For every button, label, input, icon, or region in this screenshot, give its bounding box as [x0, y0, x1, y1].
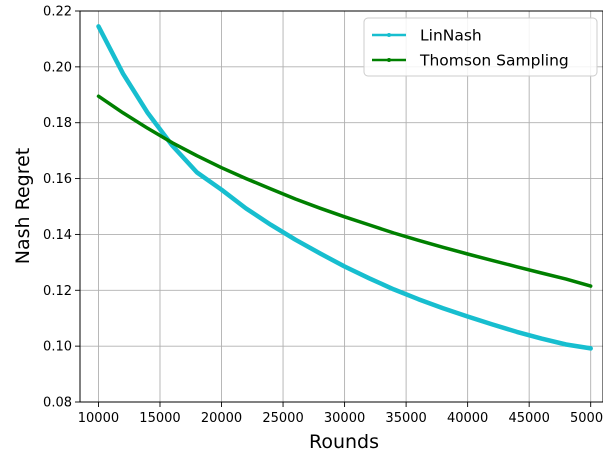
- x-tick-label: 30000: [324, 411, 365, 426]
- plot-frame: [79, 10, 603, 403]
- y-axis: 0.08 0.10 0.12 0.14 0.16 0.18 0.20 0.22: [43, 5, 80, 411]
- x-tick-label: 15000: [139, 411, 180, 426]
- series-lines: [96, 24, 593, 351]
- x-axis-label: Rounds: [309, 431, 379, 453]
- y-tick-label: 0.22: [43, 5, 72, 20]
- legend-box: [363, 17, 598, 77]
- y-tick-label: 0.14: [43, 228, 72, 243]
- legend-label-0: LinNash: [420, 27, 482, 45]
- legend-label-1: Thomson Sampling: [419, 52, 569, 70]
- legend-marker-0: [387, 33, 391, 37]
- x-tick-label: 20000: [201, 411, 242, 426]
- y-tick-label: 0.08: [43, 396, 72, 411]
- y-tick-label: 0.16: [43, 172, 72, 187]
- x-tick-label: 25000: [262, 411, 303, 426]
- y-tick-label: 0.20: [43, 60, 72, 75]
- x-tick-label: 35000: [385, 411, 426, 426]
- x-tick-label: 45000: [508, 411, 549, 426]
- series-line-0: [96, 24, 593, 351]
- y-tick-label: 0.18: [43, 116, 72, 131]
- series-line-1: [96, 94, 593, 288]
- x-tick-label: 40000: [447, 411, 488, 426]
- y-tick-label: 0.10: [43, 340, 72, 355]
- legend: LinNash Thomson Sampling: [363, 17, 598, 77]
- y-axis-label: Nash Regret: [12, 148, 34, 264]
- y-tick-label: 0.12: [43, 284, 72, 299]
- legend-marker-1: [387, 58, 391, 62]
- x-tick-label: 10000: [78, 411, 119, 426]
- x-axis: 10000 15000 20000 25000 30000 35000 40000 45000…: [78, 402, 603, 426]
